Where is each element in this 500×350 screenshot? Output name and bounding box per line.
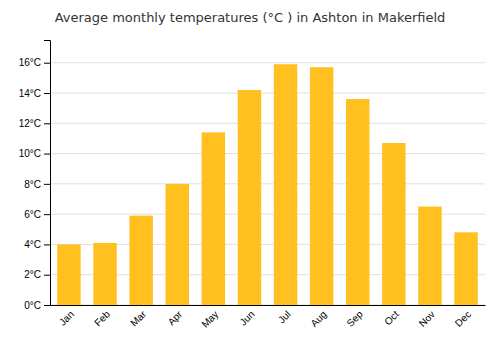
x-tick: Sep [344, 308, 365, 329]
x-tick-label: Sep [344, 308, 365, 329]
title: Average monthly temperatures (°C ) in As… [55, 10, 446, 25]
x-tick: Nov [417, 309, 437, 329]
x-tick: Aug [308, 309, 328, 329]
x-tick: Apr [166, 308, 185, 327]
bar [129, 216, 152, 305]
y-tick-label: 14°C [19, 88, 41, 99]
y-tick-mark [44, 154, 50, 155]
y-tick-label: 4°C [24, 239, 41, 250]
bar [274, 64, 297, 305]
bar [57, 244, 80, 305]
y-tick-label: 0°C [24, 300, 41, 311]
x-axis: Jan Feb Mar Apr May Jun Jul Aug Sep Oct Nov Dec [51, 306, 486, 330]
x-tick-label: Aug [308, 309, 328, 329]
y-tick: 6°C [24, 209, 50, 220]
y-tick-label: 6°C [24, 209, 41, 220]
x-tick-label: Nov [417, 309, 437, 329]
x-tick: Jan [57, 309, 76, 328]
bar [202, 132, 225, 305]
plot: 0°C 2°C 4°C 6°C 8°C 10°C 12°C 14°C 16°C Jan Feb Mar… [19, 41, 486, 330]
y-tick: 8°C [24, 179, 50, 190]
x-tick: Jun [237, 309, 256, 328]
bar [454, 232, 477, 305]
x-tick-label: May [199, 309, 220, 330]
y-tick-label: 10°C [19, 148, 41, 159]
bar [418, 207, 441, 305]
x-tick: Jul [276, 309, 293, 326]
x-tick: Mar [128, 308, 148, 328]
grid-line [50, 153, 485, 154]
y-tick-mark [44, 123, 50, 124]
y-tick: 16°C [19, 57, 50, 68]
x-tick-label: Dec [453, 309, 473, 329]
y-tick-mark [44, 63, 50, 64]
y-tick: 12°C [19, 118, 50, 129]
grid [50, 63, 485, 305]
x-tick-label: Mar [128, 308, 148, 328]
y-tick: 14°C [19, 88, 50, 99]
y-tick-mark [44, 305, 50, 306]
y-tick-mark [44, 244, 50, 245]
grid-line [50, 183, 485, 184]
bar [166, 184, 189, 305]
x-tick-label: Feb [92, 308, 112, 328]
y-tick-mark [44, 214, 50, 215]
x-tick-label: Apr [166, 308, 185, 327]
grid-line [50, 93, 485, 94]
grid-line [50, 62, 485, 63]
x-tick-label: Jan [57, 309, 76, 328]
x-tick-label: Oct [382, 308, 401, 327]
bar [382, 143, 405, 305]
bars [57, 64, 478, 305]
x-tick-label: Jun [237, 309, 256, 328]
y-tick-label: 2°C [24, 269, 41, 280]
y-tick-mark [44, 275, 50, 276]
x-axis-line [51, 305, 486, 306]
chart: 0°C 2°C 4°C 6°C 8°C 10°C 12°C 14°C 16°C Jan Feb Mar… [0, 0, 500, 350]
bar [93, 243, 116, 305]
y-axis: 0°C 2°C 4°C 6°C 8°C 10°C 12°C 14°C 16°C [19, 41, 51, 311]
x-tick: May [199, 309, 220, 330]
bar [346, 99, 369, 305]
y-tick-label: 8°C [24, 179, 41, 190]
y-tick-label: 12°C [19, 118, 41, 129]
y-axis-line [44, 41, 51, 306]
y-tick: 10°C [19, 148, 50, 159]
bar [310, 67, 333, 305]
x-tick: Oct [382, 308, 401, 327]
x-tick: Feb [92, 308, 112, 328]
y-tick-mark [44, 93, 50, 94]
y-tick: 0°C [24, 300, 50, 311]
grid-line [50, 123, 485, 124]
x-tick: Dec [453, 309, 473, 329]
y-tick-label: 16°C [19, 57, 41, 68]
x-tick-label: Jul [276, 309, 293, 326]
y-tick: 2°C [24, 269, 50, 280]
bar [238, 90, 261, 305]
y-tick-mark [44, 184, 50, 185]
y-tick: 4°C [24, 239, 50, 250]
